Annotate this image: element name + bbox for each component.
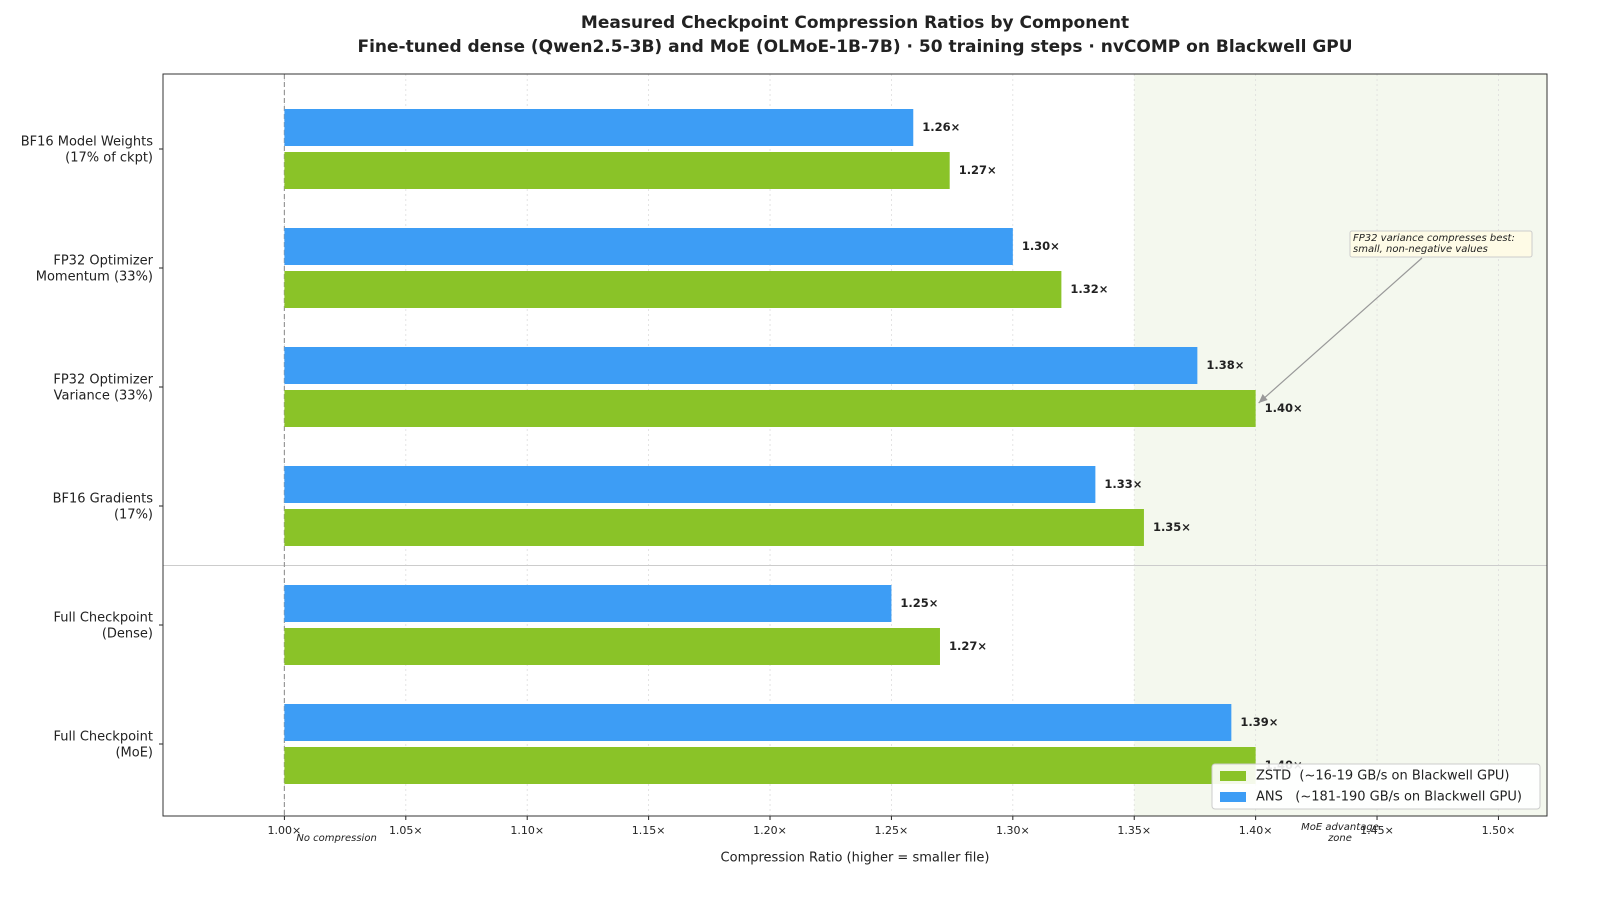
y-tick-label: (17% of ckpt)	[65, 151, 153, 166]
value-label: 1.27×	[959, 163, 997, 177]
chart-title: Measured Checkpoint Compression Ratios b…	[581, 13, 1129, 33]
bar	[284, 271, 1062, 308]
y-tick-label: Variance (33%)	[54, 389, 153, 404]
y-tick-label: FP32 Optimizer	[53, 254, 153, 269]
x-tick-label: 1.30×	[996, 824, 1030, 837]
y-tick-label: (Dense)	[102, 627, 153, 642]
y-tick-label: (MoE)	[115, 746, 153, 761]
bar	[284, 390, 1256, 427]
bar	[284, 509, 1144, 546]
plot-frame	[162, 73, 1548, 817]
x-tick-label: 1.45×	[1360, 824, 1394, 837]
value-label: 1.25×	[900, 596, 938, 610]
y-tick-label: BF16 Model Weights	[21, 135, 154, 150]
bar	[284, 628, 940, 665]
y-tick-label: BF16 Gradients	[53, 492, 154, 507]
annotation-arrow	[1258, 257, 1423, 404]
highlight-label: zone	[1327, 833, 1352, 844]
x-tick-label: 1.20×	[753, 824, 787, 837]
bar	[284, 466, 1096, 503]
y-tick-label: (17%)	[114, 508, 153, 523]
bar	[284, 109, 914, 146]
bar	[284, 704, 1232, 741]
bar	[284, 228, 1013, 265]
bar	[284, 347, 1198, 384]
annotation-text: FP32 variance compresses best:	[1353, 233, 1515, 244]
annotation-text: small, non-negative values	[1353, 244, 1488, 255]
value-label: 1.26×	[922, 120, 960, 134]
x-tick-label: 1.50×	[1482, 824, 1516, 837]
highlight-label: MoE advantage	[1301, 822, 1379, 833]
x-tick-label: 1.15×	[632, 824, 666, 837]
y-tick-label: Full Checkpoint	[53, 730, 153, 745]
legend-swatch	[1220, 792, 1246, 802]
legend-label: ZSTD (~16-19 GB/s on Blackwell GPU)	[1256, 769, 1510, 784]
chart-subtitle: Fine-tuned dense (Qwen2.5-3B) and MoE (O…	[357, 37, 1352, 57]
legend-label: ANS (~181-190 GB/s on Blackwell GPU)	[1256, 790, 1522, 805]
y-tick-label: Full Checkpoint	[53, 611, 153, 626]
bar	[284, 152, 950, 189]
bar	[284, 747, 1256, 784]
legend-swatch	[1220, 771, 1246, 781]
y-tick-label: Momentum (33%)	[36, 270, 153, 285]
x-tick-label: 1.00×	[268, 824, 302, 837]
x-tick-label: 1.10×	[510, 824, 544, 837]
value-label: 1.30×	[1022, 239, 1060, 253]
value-label: 1.38×	[1206, 358, 1244, 372]
reference-label: No compression	[296, 833, 376, 844]
value-label: 1.39×	[1240, 715, 1278, 729]
x-axis-label: Compression Ratio (higher = smaller file…	[721, 851, 990, 866]
legend-box	[1211, 763, 1541, 810]
bar	[284, 585, 892, 622]
x-tick-label: 1.05×	[389, 824, 423, 837]
value-label: 1.33×	[1104, 477, 1142, 491]
x-tick-label: 1.40×	[1239, 824, 1273, 837]
x-tick-label: 1.35×	[1117, 824, 1151, 837]
x-tick-label: 1.25×	[875, 824, 909, 837]
annotation-box	[1349, 230, 1533, 258]
annotation-arrowhead	[1258, 394, 1268, 403]
value-label: 1.35×	[1153, 520, 1191, 534]
value-label: 1.27×	[949, 639, 987, 653]
highlight-zone	[1134, 74, 1547, 816]
value-label: 1.40×	[1265, 401, 1303, 415]
y-tick-label: FP32 Optimizer	[53, 373, 153, 388]
value-label: 1.32×	[1070, 282, 1108, 296]
